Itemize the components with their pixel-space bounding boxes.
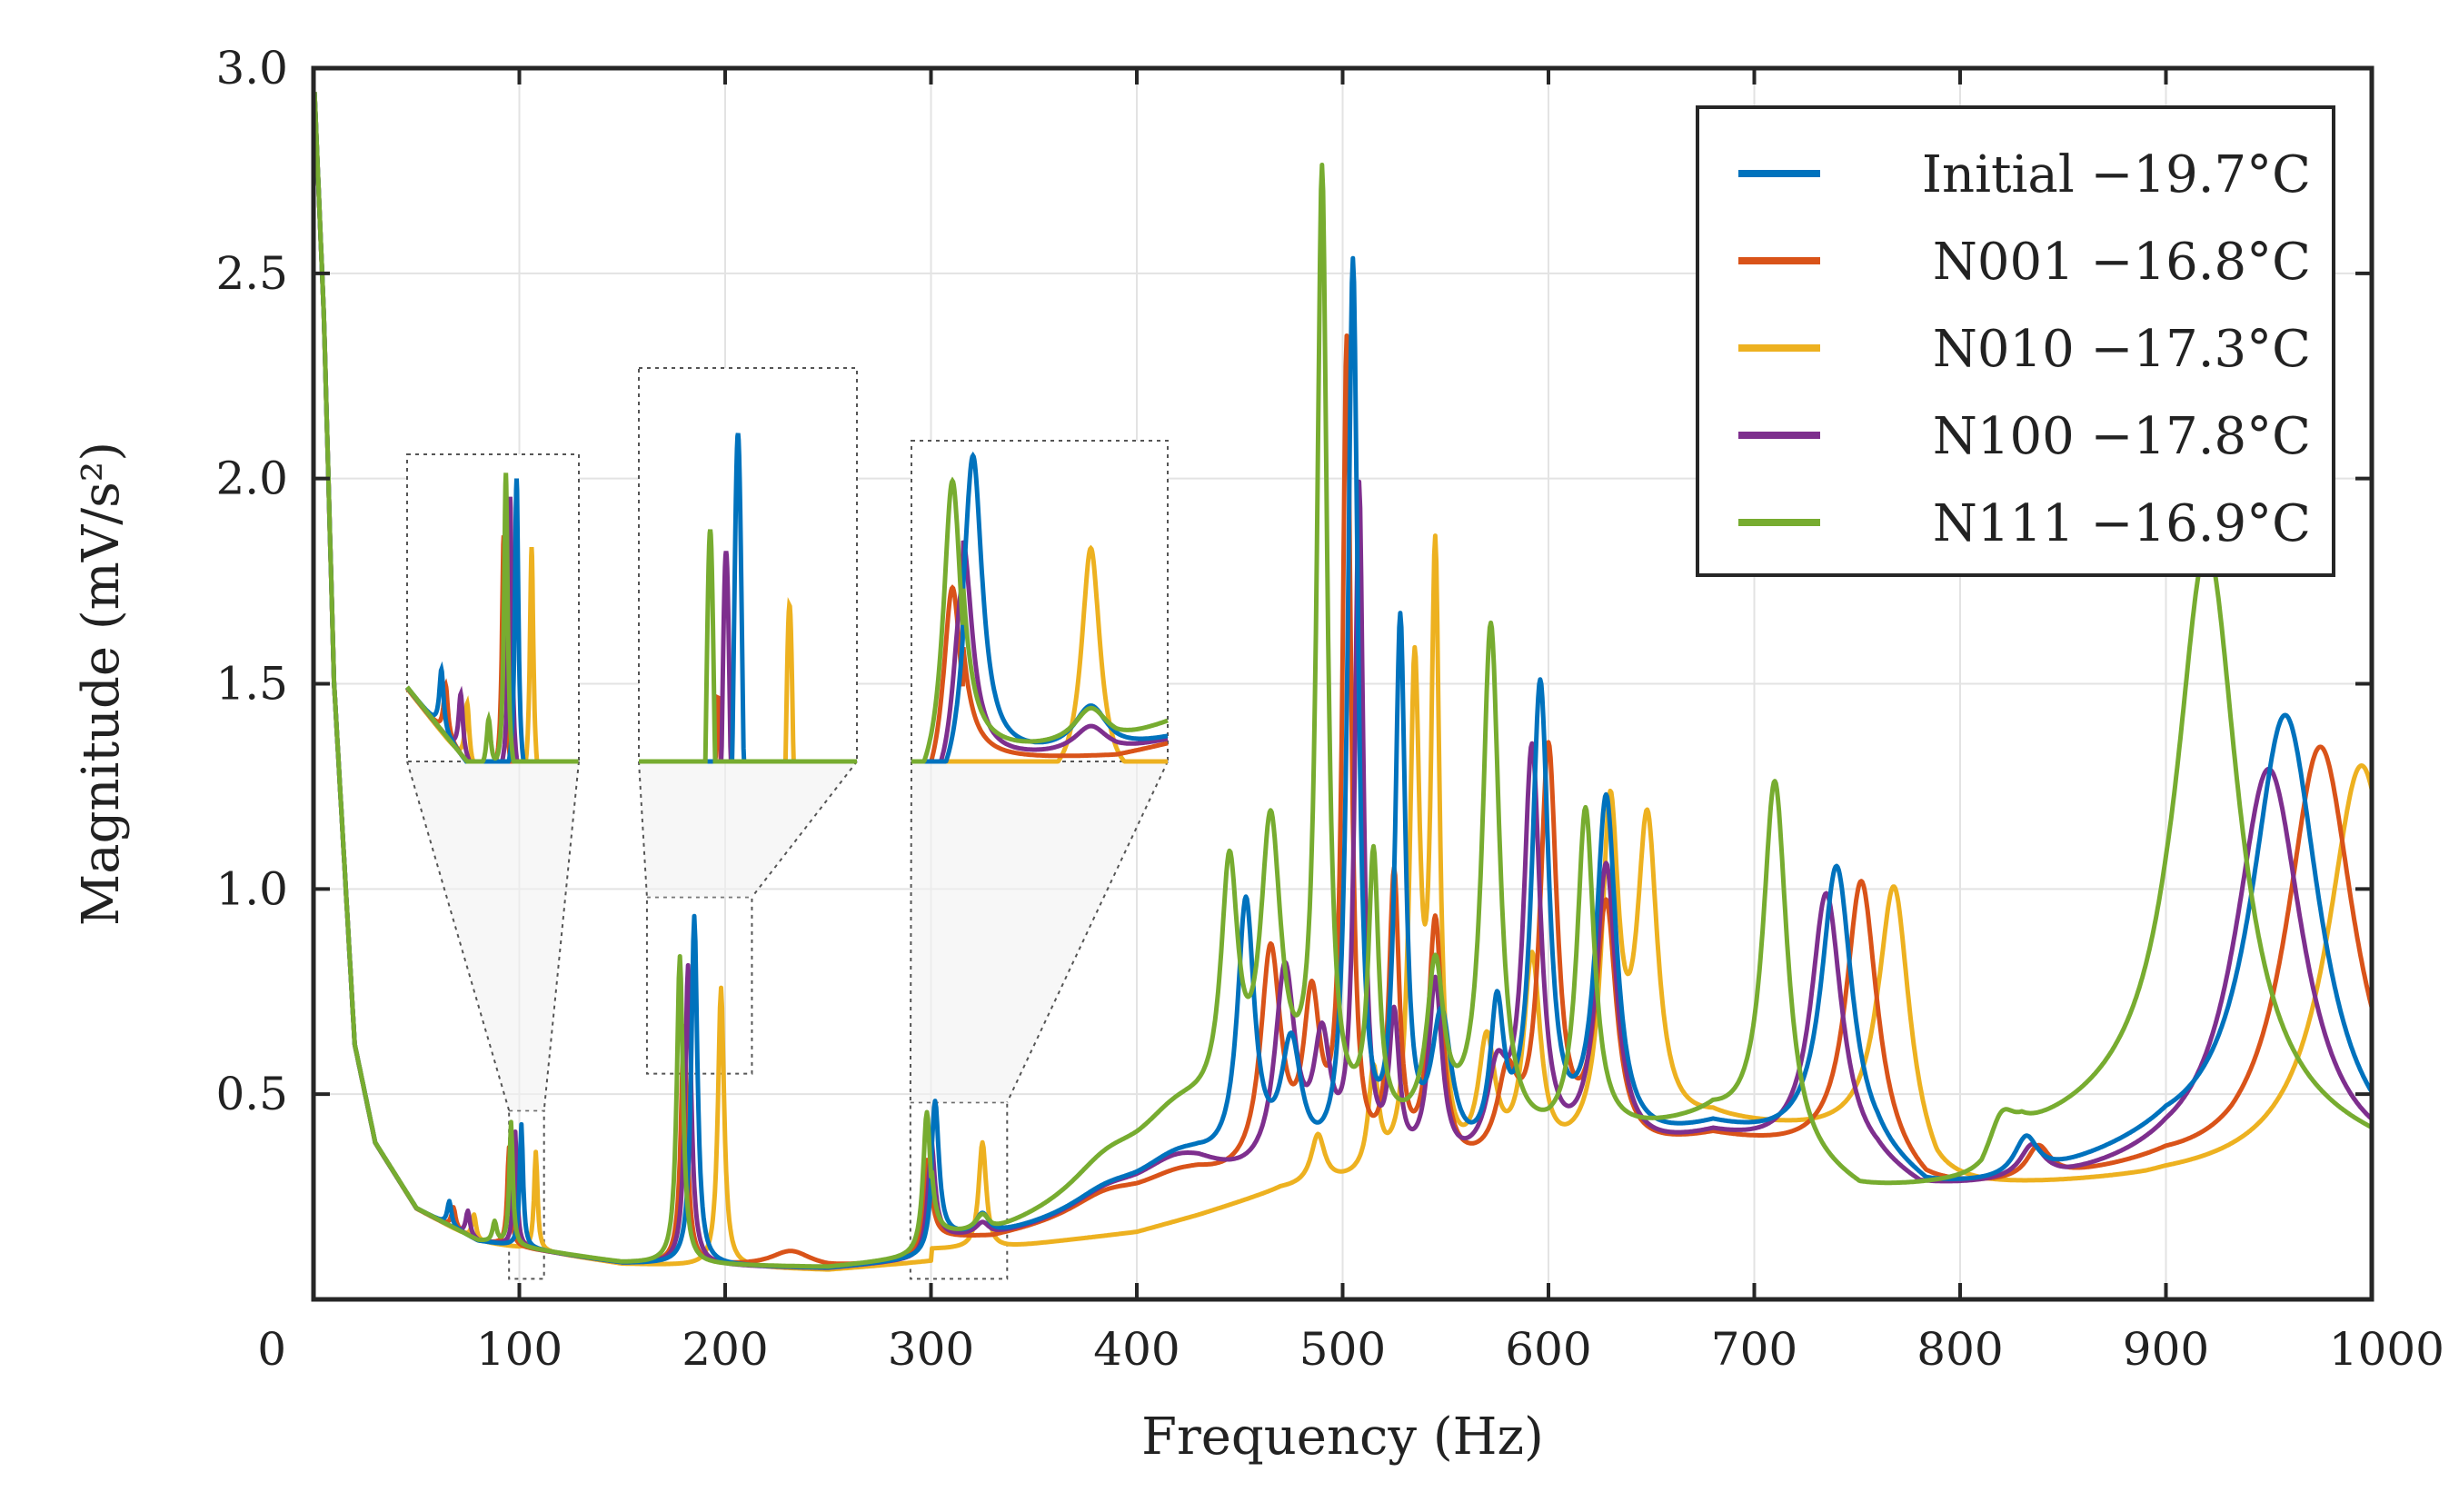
- series-line: [314, 92, 2372, 1269]
- legend-label: N001 −16.8°C: [1933, 233, 2311, 292]
- y-tick-label: 0.5: [215, 1068, 288, 1120]
- inset-connector: [1006, 761, 1169, 1103]
- inset-connector-fill: [407, 761, 579, 1111]
- inset-curves: [911, 451, 1169, 764]
- x-tick-label: 500: [1299, 1323, 1386, 1376]
- x-tick-label: 900: [2123, 1323, 2209, 1376]
- y-tick-label: 1.5: [215, 658, 288, 711]
- inset-connector: [406, 761, 511, 1111]
- legend-box: [1696, 105, 2335, 577]
- inset-box: [638, 367, 858, 762]
- inset-series-line: [911, 584, 1169, 764]
- legend-label: N100 −17.8°C: [1933, 407, 2311, 466]
- legend-label: N111 −16.9°C: [1933, 494, 2311, 553]
- y-tick-label: 3.0: [215, 42, 288, 94]
- inset-source-box: [645, 896, 753, 1075]
- x-tick-label: 800: [1916, 1323, 2003, 1376]
- inset-series-line: [911, 544, 1168, 764]
- x-tick-label: 200: [682, 1323, 768, 1376]
- series-line: [314, 92, 2372, 1270]
- y-axis-title: Magnitude (mV/s²): [72, 442, 131, 926]
- x-tick-label: 0: [257, 1323, 286, 1376]
- y-tick-label: 2.0: [215, 453, 288, 505]
- zoom-insets: [405, 367, 1169, 1280]
- x-tick-label: 600: [1505, 1323, 1591, 1376]
- inset-series-line: [911, 540, 1169, 764]
- inset-curves: [405, 472, 579, 764]
- x-axis-title: Frequency (Hz): [1141, 1408, 1544, 1467]
- inset-curves: [639, 433, 857, 764]
- legend-label: N010 −17.3°C: [1933, 320, 2311, 379]
- inset-series-line: [405, 472, 579, 764]
- inset-connector: [638, 761, 648, 898]
- x-tick-label: 100: [476, 1323, 562, 1376]
- inset-source-box: [909, 1101, 1009, 1280]
- y-tick-label: 2.5: [215, 247, 288, 300]
- x-tick-label: 300: [888, 1323, 974, 1376]
- y-tick-label: 1.0: [215, 862, 288, 915]
- axis-ticks: 0 100 200 300 400 500 600 700 800 900 1000 0.5 1.0 1.…: [215, 42, 2444, 1376]
- legend: Initial −19.7°C N001 −16.8°C N010 −17.3°C N…: [1696, 105, 2335, 577]
- x-tick-label: 700: [1711, 1323, 1797, 1376]
- x-tick-label: 400: [1093, 1323, 1180, 1376]
- inset-series-line: [639, 529, 857, 764]
- series-group: [314, 92, 2372, 1272]
- inset-connector: [543, 761, 580, 1111]
- legend-label: Initial −19.7°C: [1922, 145, 2311, 204]
- x-tick-label: 1000: [2329, 1323, 2444, 1376]
- series-lines: [314, 92, 2372, 1272]
- series-line: [314, 92, 2372, 1272]
- inset-connector-fill: [910, 761, 1168, 1103]
- inset-series-line: [911, 476, 1169, 764]
- inset-connector-fill: [639, 761, 857, 898]
